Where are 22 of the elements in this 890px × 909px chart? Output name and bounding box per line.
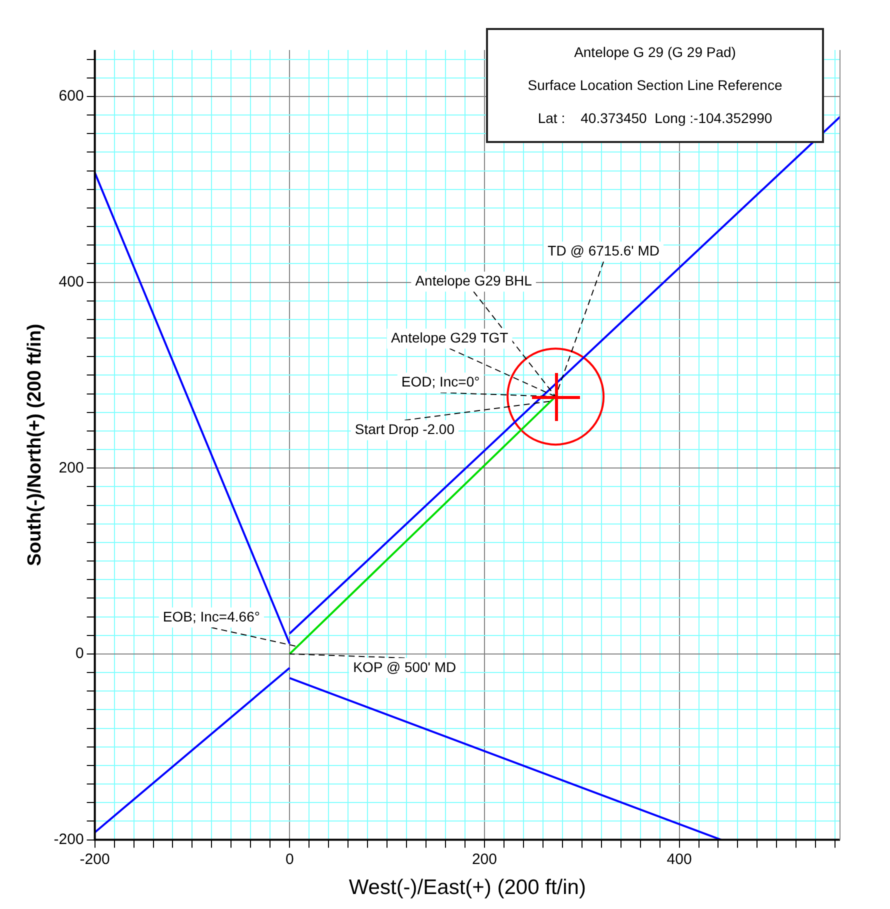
annotation: Antelope G29 BHL xyxy=(415,272,532,288)
info-box: Antelope G 29 (G 29 Pad) Surface Location Section Line Reference Lat : 40.373450 Long :-104.352990 xyxy=(486,28,824,143)
y-axis-title: South(-)/North(+) (200 ft/in) xyxy=(24,324,46,566)
annotation: KOP @ 500' MD xyxy=(353,658,456,675)
x-tick-label: 0 xyxy=(285,850,294,868)
y-tick-label: 600 xyxy=(58,88,84,105)
y-tick-label: 400 xyxy=(58,273,84,290)
annotation: EOD; Inc=0° xyxy=(401,373,480,390)
y-tick-label: 200 xyxy=(58,459,84,476)
annotation: TD @ 6715.6' MD xyxy=(548,242,660,258)
y-tick-label: 0 xyxy=(75,645,84,662)
y-tick-label: -200 xyxy=(54,830,84,848)
annotation: Antelope G29 TGT xyxy=(390,329,509,346)
x-tick-label: -200 xyxy=(80,850,110,868)
annotation: Antelope G 29 (G 29 Pad) xyxy=(573,43,737,62)
x-tick-label: 200 xyxy=(472,850,497,868)
annotation: Surface Location Section Line Reference xyxy=(526,76,784,95)
annotation: EOB; Inc=4.66° xyxy=(162,608,260,624)
annotation: Lat : 40.373450 Long :-104.352990 xyxy=(536,109,774,128)
x-axis-title: West(-)/East(+) (200 ft/in) xyxy=(348,876,586,900)
x-tick-label: 400 xyxy=(666,850,692,868)
annotation: Start Drop -2.00 xyxy=(354,421,455,438)
